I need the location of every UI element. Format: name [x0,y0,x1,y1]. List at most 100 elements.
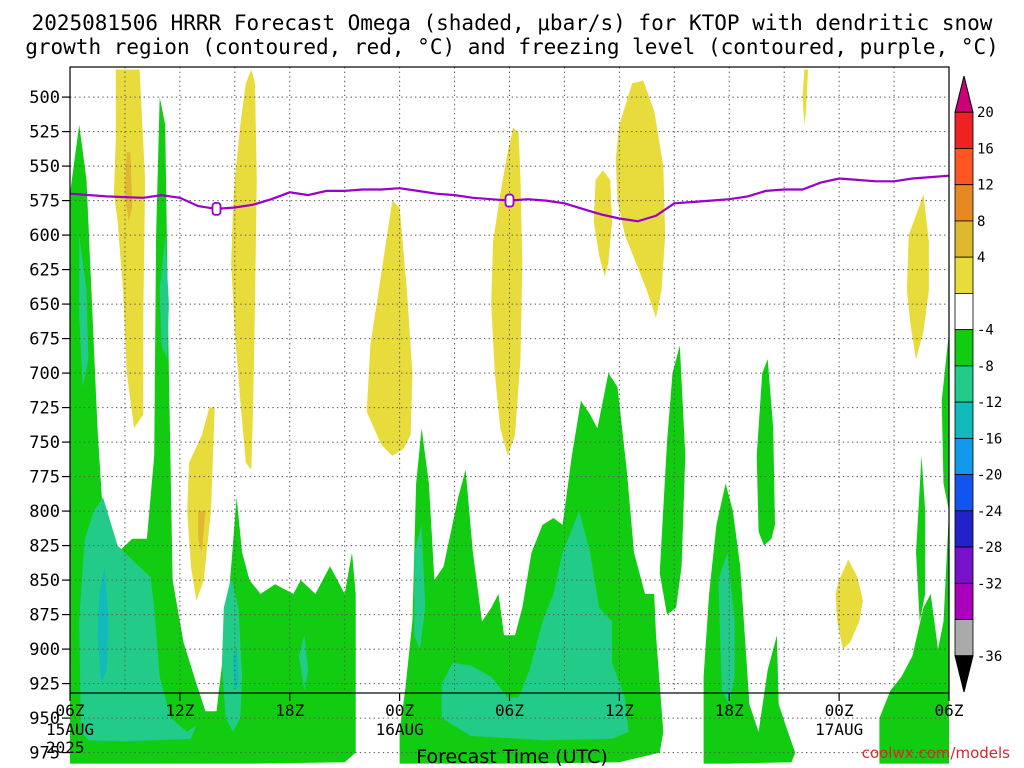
freezing-level-label-box [504,193,515,208]
y-tick-label: 600 [29,226,60,246]
colorbar-cell [954,148,974,186]
colorbar-label: -32 [977,576,1002,592]
x-tick-date-label: 17AUG [815,720,863,739]
colorbar-cap-top [954,75,974,113]
colorbar-label: -8 [977,359,994,375]
colorbar-label: -24 [977,504,1002,520]
colorbar-label: -20 [977,468,1002,484]
omega-area [79,235,89,387]
x-tick-date-label: 16AUG [376,720,424,739]
colorbar-label: 20 [977,105,994,121]
omega-area [615,80,666,318]
omega-area [718,552,735,705]
colorbar-cell [954,437,974,475]
chart-title-line-1: 2025081506 HRRR Forecast Omega (shaded, … [31,11,993,35]
colorbar-label: -28 [977,540,1002,556]
y-tick-label: 675 [29,330,60,350]
omega-shading [70,69,949,764]
colorbar-label: 8 [977,214,985,230]
y-tick-label: 625 [29,261,60,281]
y-tick-label: 575 [29,192,60,212]
y-tick-label: 900 [29,640,60,660]
colorbar-cell [954,220,974,258]
colorbar-cap-bottom [954,655,974,693]
colorbar-cell [954,256,974,294]
colorbar-cell [954,401,974,439]
omega-area [593,170,613,277]
x-tick-label: 06Z [935,701,964,720]
y-tick-label: 875 [29,606,60,626]
colorbar-label: -4 [977,323,994,339]
y-tick-label: 925 [29,675,60,695]
colorbar-label: 4 [977,250,985,266]
freezing-level-line [69,174,950,223]
x-tick-label: 18Z [275,701,304,720]
y-tick-label: 750 [29,433,60,453]
colorbar-cell [954,111,974,149]
omega-area [916,455,926,622]
x-tick-label: 06Z [56,701,85,720]
freezing-level-contour [69,174,950,223]
colorbar-label: 16 [977,141,994,157]
y-tick-label: 550 [29,157,60,177]
omega-area [756,359,775,546]
omega-area [491,127,523,456]
y-tick-label: 500 [29,88,60,108]
x-axis-label: Forecast Time (UTC) [416,746,608,768]
omega-area [941,331,949,512]
y-tick-label: 800 [29,502,60,522]
x-tick-label: 00Z [825,701,854,720]
y-tick-label: 850 [29,571,60,591]
x-tick-label: 00Z [385,701,414,720]
colorbar-cell [954,474,974,512]
colorbar-label: -36 [977,649,1002,665]
colorbar-cell [954,329,974,367]
chart-title-line-2: growth region (contoured, red, °C) and f… [25,35,999,59]
colorbar-label: -16 [977,431,1002,447]
y-tick-label: 700 [29,364,60,384]
omega-area [124,152,133,222]
colorbar-cell [954,510,974,548]
omega-area [659,345,686,615]
omega-area [441,511,629,741]
omega-area [79,497,197,742]
colorbar-cell [954,365,974,403]
y-tick-label: 825 [29,537,60,557]
omega-area [835,559,863,650]
y-axis: 500 525 550 575 600 625 650 675 700 725 750 775 800 8… [29,88,70,764]
omega-area [703,483,796,764]
x-tick-date-label: 15AUG [46,720,94,739]
omega-area [159,235,169,360]
colorbar-cell [954,184,974,222]
omega-area [198,511,206,553]
omega-area [906,193,929,360]
colorbar-cell [954,293,974,331]
omega-area [187,407,215,601]
y-tick-label: 775 [29,468,60,488]
x-tick-year-label: 2025 [46,738,85,757]
colorbar-cell [954,582,974,620]
omega-area [414,524,426,650]
x-tick-label: 06Z [495,701,524,720]
omega-area [113,69,146,429]
omega-area [366,200,413,456]
y-tick-label: 725 [29,399,60,419]
y-tick-label: 950 [29,709,60,729]
colorbar-cell [954,619,974,657]
colorbar-label: 12 [977,178,994,194]
y-tick-label: 525 [29,123,60,143]
x-tick-label: 12Z [605,701,634,720]
x-tick-label: 18Z [715,701,744,720]
omega-area [231,69,257,470]
x-tick-label: 12Z [165,701,194,720]
freezing-level-label-box [211,201,222,216]
colorbar-label: -12 [977,395,1002,411]
y-tick-label: 650 [29,295,60,315]
omega-area [97,566,109,684]
omega-area [802,69,808,125]
colorbar-cell [954,546,974,584]
credit-text: coolwx.com/models [861,744,1010,762]
colorbar: 20 16 12 8 4 -4 -8 -12 -16 -20 -24 -28 -32 -36 [954,75,1002,693]
